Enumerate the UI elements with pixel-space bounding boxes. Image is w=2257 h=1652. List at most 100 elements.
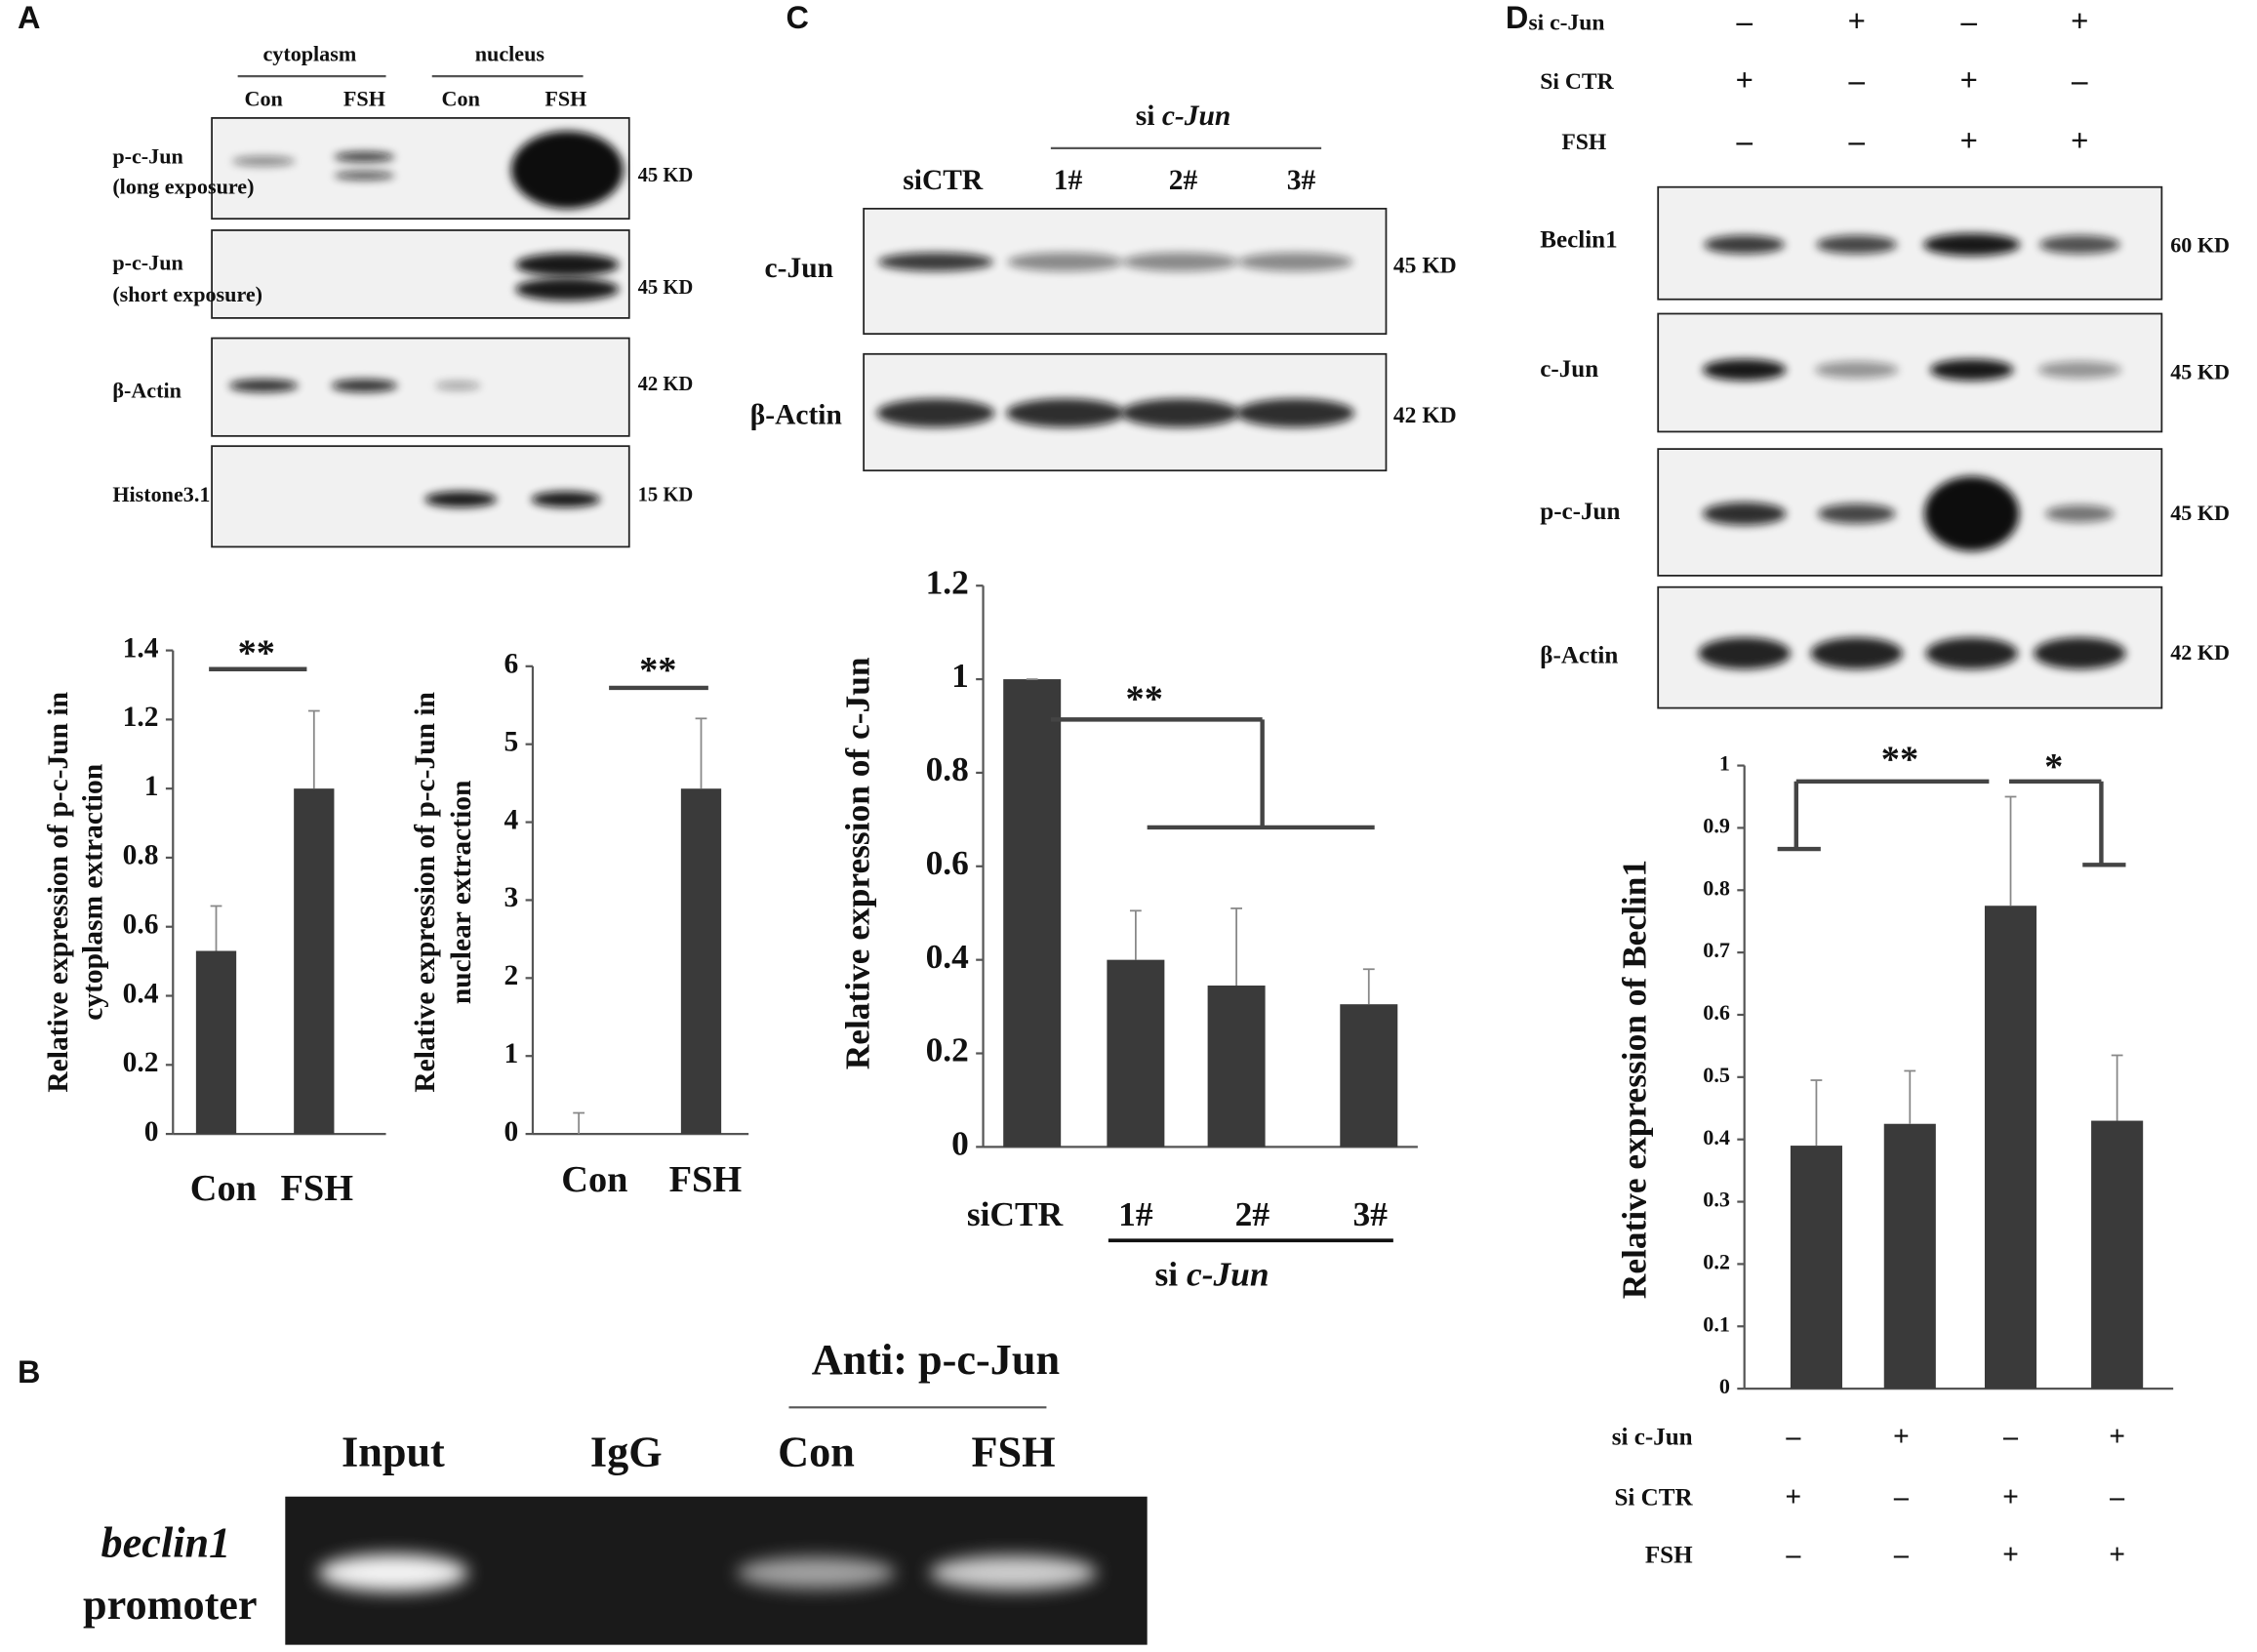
error-bar (1362, 968, 1375, 1005)
row-label: p-c-Jun (112, 250, 182, 274)
lane-label: Input (342, 1429, 445, 1476)
bar (294, 788, 335, 1135)
lane-label: IgG (590, 1429, 663, 1476)
group-prefix: si (1155, 1255, 1179, 1294)
group-label: cytoplasm (262, 42, 356, 66)
condition-sign: – (1893, 1539, 1909, 1570)
group-italic: c-Jun (1187, 1255, 1270, 1294)
y-axis-label: Relative expression of Beclin1 (1615, 860, 1654, 1299)
antibody-label: Anti: p-c-Jun (812, 1336, 1060, 1384)
bar (1107, 959, 1165, 1148)
bar (680, 788, 722, 1135)
band (1704, 235, 1785, 255)
band (1121, 398, 1240, 427)
condition-sign: – (1736, 124, 1753, 159)
y-tick-label: 4 (504, 804, 518, 835)
condition-sign: – (1848, 63, 1866, 99)
y-tick-label: 0.4 (1703, 1125, 1730, 1149)
y-tick-label: 0.8 (123, 840, 159, 871)
y-tick-label: 0.3 (1703, 1188, 1730, 1212)
y-tick-label: 0.2 (926, 1030, 969, 1069)
error-bar (2111, 1054, 2123, 1121)
error-bar (1230, 907, 1243, 987)
y-tick-label: 0 (1719, 1374, 1730, 1398)
band (1924, 476, 2020, 551)
condition-label: FSH (1561, 130, 1606, 155)
lane-label: FSH (544, 86, 586, 110)
band (1698, 637, 1791, 669)
condition-label: FSH (1645, 1542, 1693, 1568)
y-tick-label: 0.2 (1703, 1249, 1730, 1273)
y-tick-label: 6 (504, 649, 518, 680)
condition-sign: – (2109, 1481, 2124, 1512)
y-tick-label: 0.5 (1703, 1063, 1730, 1087)
condition-sign: + (2002, 1481, 2019, 1512)
band (228, 379, 299, 392)
y-tick-label: 0 (144, 1116, 159, 1148)
row-label: p-c-Jun (112, 143, 182, 168)
condition-sign: + (2071, 124, 2088, 159)
band (1816, 235, 1898, 255)
bar (1003, 679, 1062, 1148)
band (1236, 398, 1355, 427)
condition-sign: + (1785, 1481, 1801, 1512)
kd-label: 15 KD (638, 485, 694, 506)
kd-label: 45 KD (1393, 254, 1457, 279)
kd-label: 42 KD (2170, 640, 2230, 665)
panel-letter: D (1506, 0, 1528, 35)
condition-sign: – (1893, 1481, 1909, 1512)
bar (2091, 1120, 2144, 1390)
error-bar (695, 717, 707, 789)
condition-sign: + (1735, 63, 1753, 99)
error-bar (1810, 1079, 1823, 1147)
row-label: beclin1 (101, 1519, 231, 1567)
x-tick-label: FSH (280, 1168, 353, 1209)
kd-label: 42 KD (638, 374, 694, 395)
error-bar (2004, 795, 2017, 907)
band (1006, 398, 1125, 427)
significance: ** (1881, 739, 1918, 780)
lane-label: 2# (1169, 165, 1198, 196)
group-label: si c-Jun (1136, 101, 1231, 132)
x-tick-label: Con (561, 1159, 627, 1200)
group-label: si c-Jun (1155, 1255, 1270, 1294)
lane-label: 1# (1054, 165, 1083, 196)
group-label: nucleus (475, 42, 545, 66)
y-tick-label: 0.1 (1703, 1311, 1730, 1336)
row-label: β-Actin (750, 399, 842, 430)
panel-letter: C (786, 0, 809, 35)
x-tick-label: 3# (1353, 1194, 1389, 1233)
kd-label: 60 KD (2170, 233, 2230, 258)
band (515, 277, 620, 302)
condition-sign: + (1893, 1422, 1910, 1453)
band (2039, 235, 2120, 255)
band (334, 151, 395, 162)
condition-sign: – (1848, 124, 1866, 159)
error-bar (1129, 909, 1142, 960)
error-bar (307, 709, 320, 789)
bar (1207, 986, 1266, 1148)
y-axis-label: Relative expression of p-c-Jun in (410, 692, 441, 1093)
lane-label: FSH (972, 1429, 1056, 1476)
group-prefix: si (1136, 101, 1155, 132)
row-label: (long exposure) (112, 174, 254, 198)
y-tick-label: 1 (144, 771, 159, 802)
y-tick-label: 0.8 (1703, 875, 1730, 900)
x-tick-label: siCTR (967, 1194, 1064, 1233)
band (424, 491, 498, 507)
y-tick-label: 0.6 (1703, 1000, 1730, 1025)
band (1007, 252, 1123, 271)
y-tick-label: 1 (1719, 751, 1730, 776)
y-tick-label: 0.7 (1703, 938, 1730, 962)
x-tick-label: 2# (1235, 1194, 1270, 1233)
band (515, 253, 620, 277)
row-label: Histone3.1 (112, 482, 210, 506)
y-axis-label: Relative expression of p-c-Jun in (43, 692, 74, 1093)
error-bar (573, 1111, 585, 1135)
kd-label: 45 KD (638, 165, 694, 186)
condition-sign: – (1960, 5, 1978, 40)
y-tick-label: 0.8 (926, 749, 969, 788)
y-tick-label: 0.6 (123, 908, 159, 940)
panel-letter: B (18, 1354, 40, 1390)
